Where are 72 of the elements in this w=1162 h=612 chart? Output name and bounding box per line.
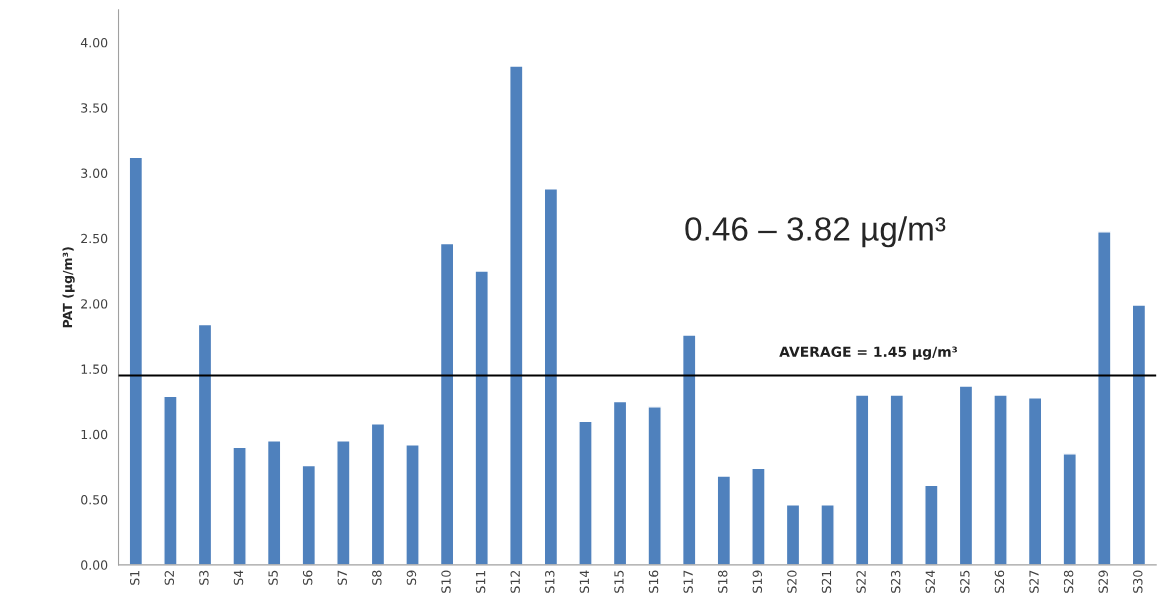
bar (266, 440, 282, 565)
x-tick-label: S4 (233, 570, 244, 585)
x-tick-label: S19 (752, 570, 763, 593)
x-tick-label: S5 (268, 570, 278, 585)
bar (336, 440, 351, 565)
x-tick-label: S30 (1133, 570, 1143, 593)
bar (612, 400, 628, 565)
bar (1097, 231, 1112, 565)
bar (820, 504, 835, 565)
bar (854, 394, 870, 565)
x-tick-label: S25 (960, 570, 970, 593)
y-axis-title: PAT (µg/m³) (62, 247, 75, 328)
y-tick-label: 2.50 (81, 233, 108, 244)
x-tick-label: S23 (890, 570, 901, 593)
x-tick-label: S9 (406, 570, 417, 585)
x-tick-label: S29 (1098, 570, 1108, 593)
bar (1027, 397, 1043, 565)
bar (1131, 304, 1147, 565)
x-tick-label: S20 (787, 570, 797, 593)
x-tick-label: S7 (337, 570, 347, 585)
bar (889, 394, 905, 565)
bar (405, 444, 420, 565)
x-tick-label: S1 (129, 570, 140, 585)
x-tick-label: S15 (614, 570, 624, 593)
x-tick-label: S3 (199, 570, 209, 585)
bar (751, 467, 766, 565)
y-tick-label: 1.00 (81, 429, 108, 440)
x-tick-label: S27 (1029, 570, 1039, 593)
bar (958, 385, 974, 565)
bar (163, 395, 178, 565)
bar (543, 188, 559, 565)
x-tick-label: S24 (925, 570, 935, 593)
x-tick-label: S16 (648, 570, 659, 593)
x-tick-label: S13 (545, 570, 555, 593)
bar (128, 156, 144, 565)
bar (232, 446, 247, 565)
y-tick-label: 2.00 (81, 299, 108, 309)
x-tick-label: S18 (718, 570, 728, 593)
y-tick-label: 3.00 (81, 168, 108, 178)
bar (1062, 453, 1077, 565)
bar (370, 423, 386, 565)
bar (993, 394, 1008, 565)
bar (924, 484, 939, 565)
x-tick-label: S14 (579, 570, 590, 593)
x-tick-label: S6 (302, 570, 313, 585)
x-tick-label: S26 (994, 570, 1005, 593)
x-tick-label: S28 (1063, 570, 1074, 593)
x-tick-label: S10 (441, 570, 451, 593)
bar (197, 323, 213, 565)
bar (578, 420, 593, 565)
bar (647, 406, 662, 565)
x-tick-label: S11 (475, 570, 486, 593)
bar (474, 270, 489, 565)
y-tick-label: 0.00 (81, 560, 108, 570)
bar (301, 464, 317, 565)
y-tick-label: 1.50 (81, 364, 108, 374)
x-tick-label: S17 (683, 570, 693, 593)
y-tick-label: 4.00 (80, 37, 108, 48)
y-tick-label: 3.50 (81, 103, 108, 113)
x-tick-label: S22 (856, 570, 866, 593)
bar (681, 334, 697, 565)
y-tick-label: 0.50 (81, 495, 108, 505)
bar (439, 242, 455, 565)
bar (509, 65, 524, 565)
bar (716, 475, 732, 565)
bar (785, 504, 801, 565)
annotation: 0.46 – 3.82 µg/m³ (685, 216, 946, 248)
ref-line-label: AVERAGE = 1.45 µg/m³ (779, 346, 957, 360)
x-tick-label: S21 (821, 570, 832, 593)
x-tick-label: S8 (372, 570, 382, 585)
x-tick-label: S12 (510, 570, 520, 593)
x-tick-label: S2 (164, 570, 175, 585)
